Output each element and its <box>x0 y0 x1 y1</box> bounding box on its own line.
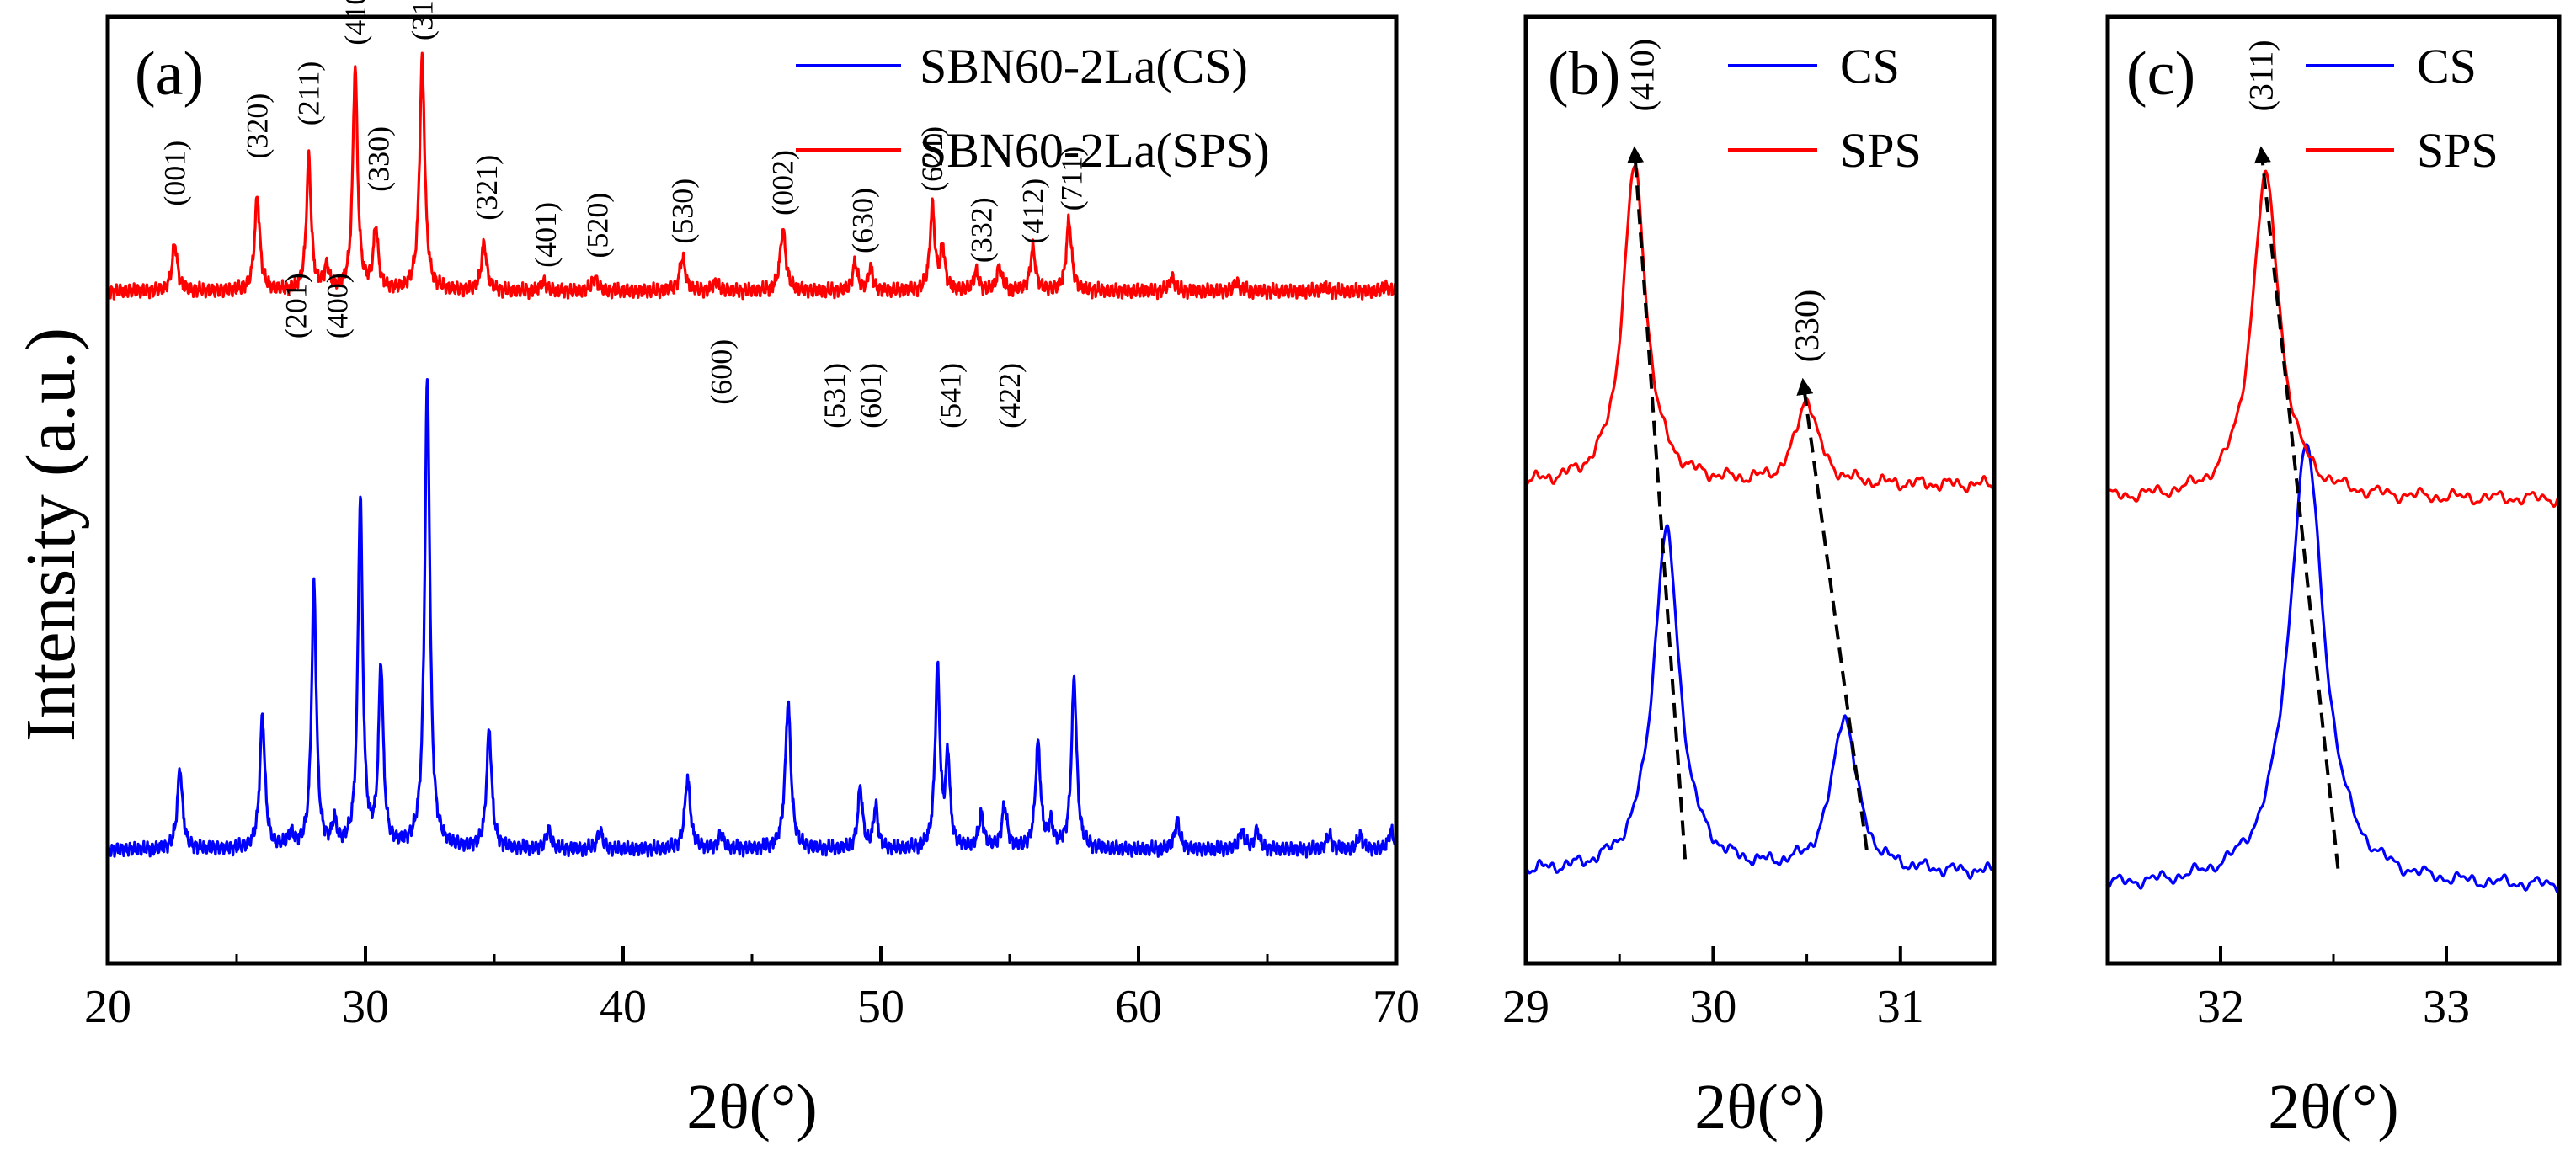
series-cs <box>1524 524 1996 880</box>
peak-label: (412) <box>1016 179 1050 244</box>
panel-b-frame <box>1523 14 1997 966</box>
peak-label: (401) <box>529 202 563 268</box>
peak-label: (001) <box>158 141 192 206</box>
peak-label: (311) <box>2243 40 2280 111</box>
peak-label: (002) <box>766 150 800 216</box>
shift-guide-arrow <box>2253 146 2340 869</box>
peak-label: (410) <box>339 0 372 45</box>
peak-label: (330) <box>361 126 395 192</box>
series-cs <box>2107 443 2560 894</box>
panel-b: (410) (330) 29 30 31 (b) CS SPS 2θ(°) <box>1502 14 1997 1143</box>
panel-a-legend: SBN60-2La(CS) SBN60-2La(SPS) <box>796 39 1270 178</box>
series-sps <box>2106 169 2561 509</box>
panel-a: (001) (320) (211) (410) (330) (311) (321) (401)… <box>84 0 1420 1143</box>
panel-c: (311) 32 33 (c) CS SPS 2θ(°) <box>2105 14 2562 1143</box>
peak-label: (530) <box>665 179 699 244</box>
peak-label: (410) <box>1623 39 1661 112</box>
legend-cs-label: SBN60-2La(CS) <box>920 39 1248 93</box>
x-tick-label: 60 <box>1115 981 1162 1033</box>
panel-a-label: (a) <box>135 40 204 109</box>
panel-a-x-axis-label: 2θ(°) <box>686 1072 817 1143</box>
x-tick-label: 29 <box>1502 981 1549 1033</box>
legend-cs-label: CS <box>1840 39 1900 93</box>
legend-sps-label: SBN60-2La(SPS) <box>920 123 1270 178</box>
series-sbn60-2la-cs- <box>106 378 1398 859</box>
legend-sps-label: SPS <box>1840 123 1922 178</box>
x-tick-label: 20 <box>84 981 131 1033</box>
peak-label: (311) <box>405 0 439 40</box>
peak-label: (601) <box>854 363 888 429</box>
panel-b-legend: CS SPS <box>1728 39 1922 178</box>
x-tick-label: 30 <box>342 981 389 1033</box>
y-axis-label: Intensity (a.u.) <box>12 328 90 742</box>
peak-label: (600) <box>704 339 738 405</box>
x-tick-label: 50 <box>857 981 904 1033</box>
peak-label: (321) <box>470 155 504 221</box>
x-tick-label: 31 <box>1877 981 1924 1033</box>
peak-label: (621) <box>915 126 949 192</box>
x-tick-label: 40 <box>600 981 647 1033</box>
x-tick-label: 70 <box>1373 981 1420 1033</box>
shift-guide-arrow <box>1627 146 1688 860</box>
peak-label: (320) <box>241 93 275 159</box>
series-sbn60-2la-sps- <box>106 51 1398 301</box>
peak-label: (201) <box>279 273 312 338</box>
panel-b-x-axis-label: 2θ(°) <box>1694 1072 1825 1143</box>
x-tick-label: 30 <box>1689 981 1736 1033</box>
legend-cs-label: CS <box>2417 39 2477 93</box>
panel-b-label: (b) <box>1548 40 1620 109</box>
peak-label: (541) <box>934 363 968 429</box>
x-tick-label: 33 <box>2423 981 2470 1033</box>
peak-label: (520) <box>580 193 614 258</box>
peak-label: (330) <box>1788 290 1826 363</box>
peak-label: (531) <box>818 363 851 429</box>
peak-label: (711) <box>1054 147 1088 211</box>
peak-label: (332) <box>964 197 998 263</box>
panel-c-legend: CS SPS <box>2306 39 2499 178</box>
series-sps <box>1525 164 1995 493</box>
legend-sps-label: SPS <box>2417 123 2499 178</box>
peak-label: (211) <box>292 61 326 126</box>
shift-guide-arrow <box>1796 377 1869 850</box>
panel-c-label: (c) <box>2126 40 2195 109</box>
peak-label: (422) <box>993 363 1027 429</box>
panel-c-x-axis-label: 2θ(°) <box>2268 1072 2398 1143</box>
peak-label: (400) <box>320 273 354 338</box>
x-tick-label: 32 <box>2197 981 2244 1033</box>
peak-label: (630) <box>846 188 880 253</box>
